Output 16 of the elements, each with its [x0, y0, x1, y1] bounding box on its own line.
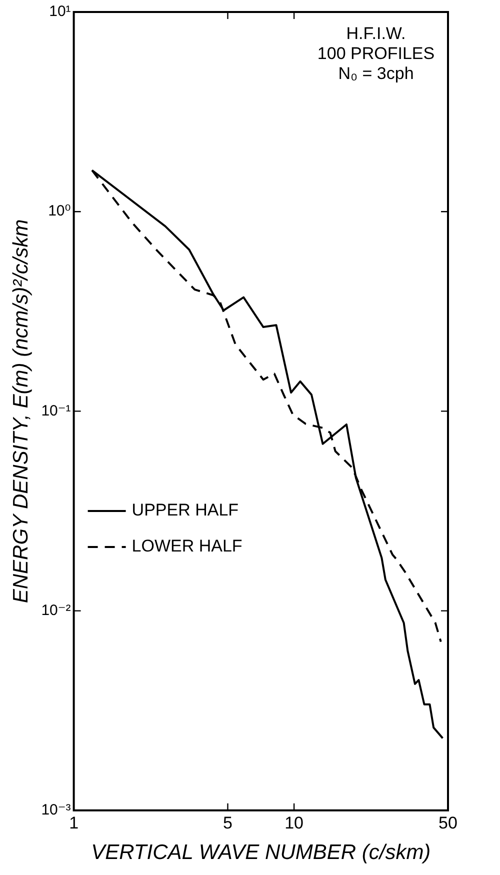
y-tick-label: 10¹ [49, 3, 71, 20]
x-tick-label: 10 [284, 813, 304, 832]
annotation: H.F.I.W. [346, 24, 406, 44]
y-axis-title: ENERGY DENSITY, E(m) (ncm/s)²/c/skm [9, 219, 32, 604]
legend-label: LOWER HALF [132, 536, 242, 556]
x-tick-label: 5 [223, 813, 232, 832]
x-tick-label: 50 [438, 813, 458, 832]
legend-label: UPPER HALF [132, 500, 239, 520]
annotation: 100 PROFILES [317, 44, 435, 64]
y-tick-label: 10⁰ [48, 202, 71, 220]
x-tick-label: 1 [69, 813, 79, 832]
annotation: N₀ = 3cph [338, 64, 414, 84]
y-tick-label: 10⁻³ [41, 802, 71, 819]
x-axis-title: VERTICAL WAVE NUMBER (c/skm) [91, 841, 431, 864]
y-tick-label: 10⁻¹ [41, 402, 71, 420]
y-tick-label: 10⁻² [41, 602, 71, 619]
